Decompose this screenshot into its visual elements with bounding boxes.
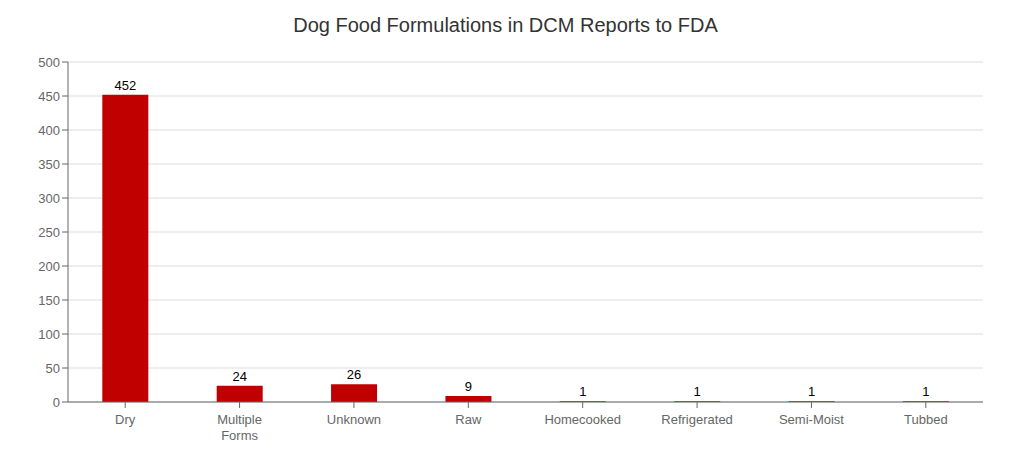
svg-text:26: 26: [347, 367, 361, 382]
svg-text:Semi-Moist: Semi-Moist: [779, 412, 844, 427]
svg-text:450: 450: [38, 89, 60, 104]
svg-text:MultipleForms: MultipleForms: [217, 412, 262, 443]
svg-text:50: 50: [46, 361, 60, 376]
svg-text:250: 250: [38, 225, 60, 240]
svg-text:100: 100: [38, 327, 60, 342]
svg-text:24: 24: [232, 369, 246, 384]
svg-text:452: 452: [114, 78, 136, 93]
svg-text:350: 350: [38, 157, 60, 172]
svg-text:9: 9: [465, 379, 472, 394]
svg-text:Dry: Dry: [115, 412, 136, 427]
svg-text:500: 500: [38, 55, 60, 70]
svg-text:1: 1: [808, 384, 815, 399]
html-text:Dog Food Formulations in DCM R: Dog Food Formulations in DCM Reports to …: [293, 14, 718, 36]
svg-text:1: 1: [579, 384, 586, 399]
svg-text:Unknown: Unknown: [327, 412, 381, 427]
svg-text:1: 1: [694, 384, 701, 399]
svg-text:0: 0: [53, 395, 60, 410]
svg-text:150: 150: [38, 293, 60, 308]
svg-text:400: 400: [38, 123, 60, 138]
svg-text:Homecooked: Homecooked: [544, 412, 621, 427]
svg-text:Refrigerated: Refrigerated: [661, 412, 733, 427]
svg-text:300: 300: [38, 191, 60, 206]
svg-text:Raw: Raw: [455, 412, 482, 427]
svg-text:Tubbed: Tubbed: [904, 412, 948, 427]
svg-text:200: 200: [38, 259, 60, 274]
svg-text:1: 1: [922, 384, 929, 399]
